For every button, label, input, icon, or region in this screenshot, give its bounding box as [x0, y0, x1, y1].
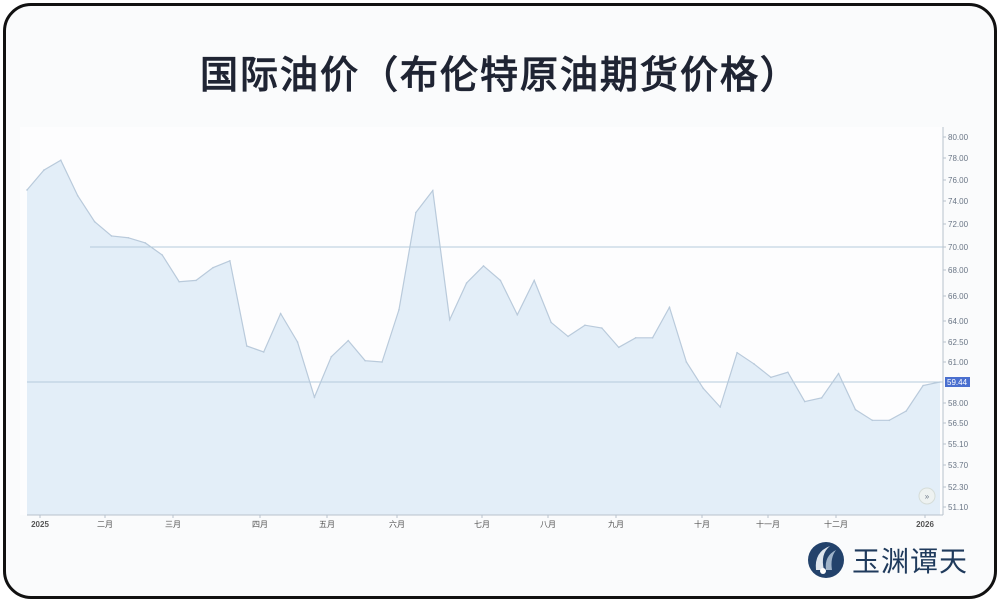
- data-point: [482, 265, 485, 267]
- data-point: [60, 159, 62, 161]
- y-tick-label: 70.00: [948, 243, 969, 252]
- y-tick-label: 58.00: [948, 399, 969, 408]
- data-point: [26, 189, 28, 191]
- y-tick-label: 52.30: [948, 483, 969, 492]
- data-point: [922, 384, 924, 387]
- data-point: [820, 397, 823, 399]
- data-point: [110, 235, 113, 237]
- data-point: [837, 372, 840, 375]
- x-tick-label: 十一月: [756, 519, 780, 529]
- data-point: [431, 189, 434, 192]
- data-point: [229, 260, 231, 262]
- data-point: [364, 359, 366, 362]
- y-tick-label: 62.50: [948, 338, 969, 347]
- y-tick-label: 68.00: [948, 266, 969, 275]
- data-point: [245, 345, 248, 347]
- scroll-right-button[interactable]: [918, 487, 936, 505]
- x-tick-label: 2026: [916, 520, 934, 529]
- y-tick-label: 72.00: [948, 220, 969, 229]
- data-point: [415, 211, 417, 214]
- logo-emblem-icon: [808, 542, 844, 578]
- data-point: [330, 355, 333, 358]
- data-point: [313, 396, 316, 398]
- data-point: [634, 337, 637, 339]
- data-point: [347, 339, 350, 342]
- data-point: [550, 321, 552, 324]
- y-tick-label: 78.00: [948, 154, 969, 163]
- data-point: [43, 169, 45, 171]
- data-point: [905, 410, 907, 412]
- data-point: [668, 306, 671, 309]
- x-tick-label: 七月: [474, 520, 490, 529]
- data-point: [584, 324, 586, 327]
- data-point: [262, 351, 265, 353]
- data-point: [195, 279, 197, 282]
- x-tick-label: 八月: [540, 520, 556, 529]
- data-point: [178, 280, 180, 283]
- data-point: [448, 318, 451, 321]
- data-point: [465, 282, 468, 284]
- data-point: [601, 327, 603, 329]
- x-tick-label: 2025: [31, 520, 49, 529]
- y-tick-label: 80.00: [948, 133, 969, 142]
- data-point: [770, 376, 772, 379]
- x-tick-label: 五月: [319, 520, 335, 529]
- y-tick-label: 55.10: [948, 440, 969, 449]
- data-point: [212, 266, 214, 269]
- data-point: [567, 335, 569, 338]
- y-tick-label: 56.50: [948, 419, 969, 428]
- logo-text: 玉渊谭天: [852, 545, 969, 578]
- data-point: [702, 387, 705, 390]
- data-point: [279, 312, 282, 315]
- data-point: [76, 194, 79, 197]
- y-tick-label: 53.70: [948, 461, 969, 470]
- data-point: [381, 361, 383, 363]
- data-point: [296, 341, 299, 343]
- data-point: [736, 351, 738, 354]
- y-tick-label: 74.00: [948, 197, 969, 206]
- data-point: [499, 279, 502, 282]
- data-point: [719, 406, 722, 408]
- data-point: [888, 419, 891, 422]
- data-point: [161, 254, 164, 256]
- x-tick-label: 六月: [389, 519, 405, 529]
- x-tick-label: 二月: [97, 520, 113, 529]
- x-tick-label: 四月: [252, 520, 268, 529]
- data-point: [685, 361, 688, 363]
- x-tick-label: 十月: [694, 519, 710, 529]
- y-tick-label: 66.00: [948, 292, 969, 301]
- logo: 玉渊谭天: [806, 540, 968, 580]
- data-point: [533, 279, 536, 282]
- data-point: [753, 363, 755, 365]
- data-point: [854, 408, 857, 411]
- data-point: [651, 337, 654, 339]
- x-tick-label: 九月: [608, 520, 624, 529]
- data-point: [871, 419, 874, 422]
- data-point: [803, 400, 806, 403]
- x-tick-label: 十二月: [824, 519, 848, 529]
- y-tick-label: 51.10: [948, 503, 969, 512]
- double-chevron-right-icon: »: [925, 492, 930, 501]
- data-point: [617, 346, 620, 349]
- last-value-badge: [945, 377, 970, 387]
- page-title: 国际油价（布伦特原油期货价格）: [199, 53, 800, 97]
- price-area: [27, 160, 940, 515]
- last-value-label: 59.44: [947, 378, 968, 387]
- y-tick-label: 76.00: [948, 176, 969, 185]
- data-point: [144, 242, 147, 244]
- y-tick-label: 61.00: [948, 358, 969, 367]
- data-point: [93, 220, 96, 223]
- x-tick-label: 三月: [165, 520, 181, 529]
- data-point: [398, 308, 400, 311]
- data-point: [127, 237, 130, 239]
- data-point: [787, 371, 789, 374]
- data-point: [516, 313, 519, 316]
- y-tick-label: 64.00: [948, 317, 969, 326]
